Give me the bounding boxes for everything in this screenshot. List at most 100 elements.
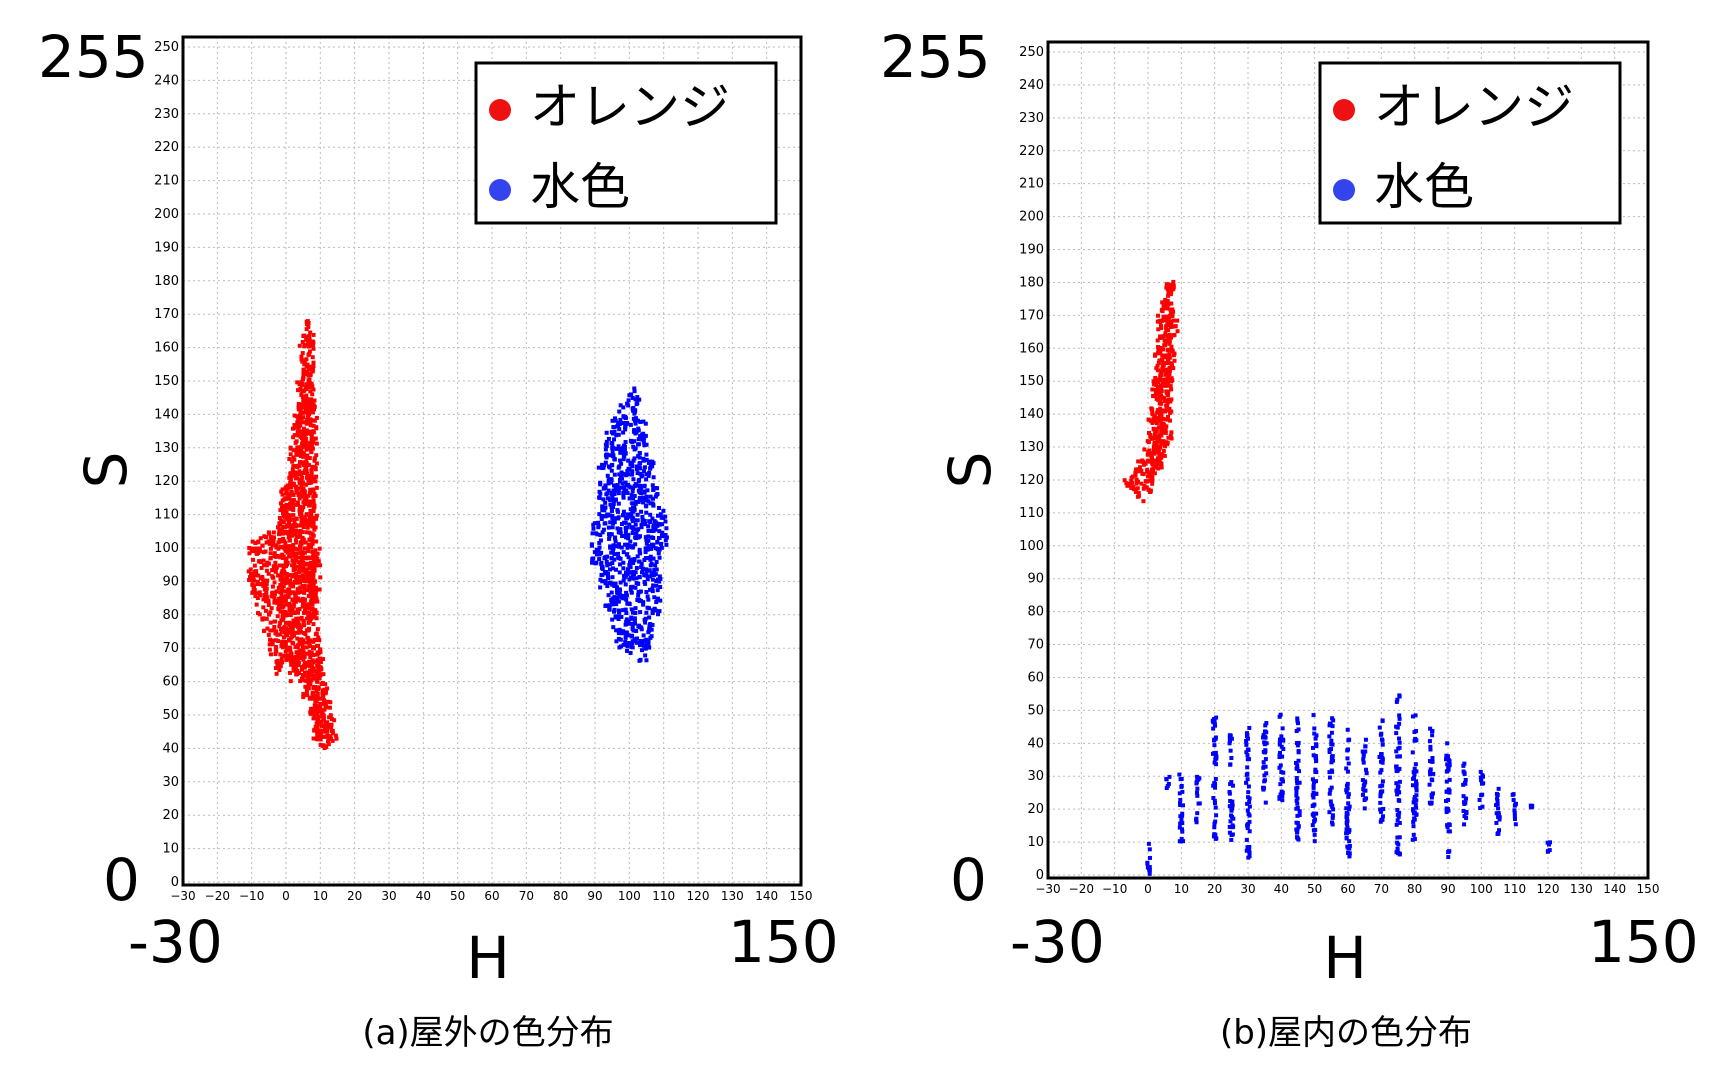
point-orange xyxy=(251,573,256,578)
point-orange xyxy=(310,369,315,374)
point-cyan xyxy=(604,513,609,518)
point-orange xyxy=(308,655,313,660)
point-orange xyxy=(310,401,315,406)
point-orange xyxy=(325,727,330,732)
point-cyan xyxy=(632,456,637,461)
point-orange xyxy=(294,564,299,569)
point-cyan xyxy=(1212,737,1217,742)
point-cyan xyxy=(611,625,616,630)
point-orange xyxy=(308,673,313,678)
point-cyan xyxy=(610,602,615,607)
point-orange xyxy=(303,651,308,656)
point-orange xyxy=(301,431,306,436)
point-orange xyxy=(305,475,310,480)
point-orange xyxy=(1163,331,1168,336)
point-cyan xyxy=(1462,800,1467,805)
point-orange xyxy=(1169,436,1174,441)
point-cyan xyxy=(620,481,625,486)
point-orange xyxy=(268,638,273,643)
point-orange xyxy=(1154,429,1159,434)
point-cyan xyxy=(631,576,636,581)
point-orange xyxy=(302,489,307,494)
point-orange xyxy=(284,602,289,607)
point-cyan xyxy=(600,508,605,513)
point-cyan xyxy=(1245,808,1250,813)
point-cyan xyxy=(606,576,611,581)
point-cyan xyxy=(1261,732,1266,737)
point-cyan xyxy=(639,627,644,632)
point-cyan xyxy=(612,430,617,435)
point-cyan xyxy=(630,584,635,589)
y-tick-label: 230 xyxy=(1019,111,1044,126)
point-orange xyxy=(321,672,326,677)
point-orange xyxy=(325,686,330,691)
point-orange xyxy=(273,666,278,671)
point-orange xyxy=(1160,358,1165,363)
point-orange xyxy=(264,568,269,573)
point-orange xyxy=(1156,345,1161,350)
point-cyan xyxy=(626,466,631,471)
point-orange xyxy=(275,601,280,606)
point-orange xyxy=(309,545,314,550)
point-orange xyxy=(305,383,310,388)
point-cyan xyxy=(1230,802,1235,807)
point-cyan xyxy=(643,433,648,438)
point-cyan xyxy=(1294,776,1299,781)
point-orange xyxy=(1163,430,1168,435)
point-cyan xyxy=(1397,790,1402,795)
point-orange xyxy=(1159,464,1164,469)
point-cyan xyxy=(1329,785,1334,790)
point-orange xyxy=(287,518,292,523)
point-orange xyxy=(1169,289,1174,294)
point-orange xyxy=(311,332,316,337)
point-cyan xyxy=(626,633,631,638)
point-cyan xyxy=(616,544,621,549)
point-cyan xyxy=(649,627,654,632)
y-max-label: 255 xyxy=(38,23,149,91)
point-orange xyxy=(311,716,316,721)
point-orange xyxy=(314,557,319,562)
point-cyan xyxy=(603,453,608,458)
point-cyan xyxy=(658,512,663,517)
point-cyan xyxy=(639,491,644,496)
point-cyan xyxy=(1247,819,1252,824)
x-tick-label: 50 xyxy=(450,889,465,903)
y-max-label: 255 xyxy=(880,23,991,91)
point-orange xyxy=(293,598,298,603)
point-cyan xyxy=(618,403,623,408)
point-orange xyxy=(1159,455,1164,460)
point-cyan xyxy=(1278,792,1283,797)
y-tick-label: 30 xyxy=(1027,769,1044,784)
point-cyan xyxy=(1230,823,1235,828)
point-orange xyxy=(307,661,312,666)
point-cyan xyxy=(1195,774,1200,779)
point-cyan xyxy=(1330,769,1335,774)
point-orange xyxy=(277,516,282,521)
point-cyan xyxy=(1229,813,1234,818)
point-orange xyxy=(1139,481,1144,486)
point-orange xyxy=(271,535,276,540)
point-orange xyxy=(292,470,297,475)
point-cyan xyxy=(1245,777,1250,782)
point-orange xyxy=(297,579,302,584)
point-orange xyxy=(280,617,285,622)
point-cyan xyxy=(624,422,629,427)
point-orange xyxy=(300,578,305,583)
point-orange xyxy=(264,599,269,604)
point-cyan xyxy=(623,596,628,601)
x-tick-label: 130 xyxy=(721,889,744,903)
point-cyan xyxy=(1213,776,1218,781)
point-orange xyxy=(276,525,281,530)
point-cyan xyxy=(617,562,622,567)
point-cyan xyxy=(1167,774,1172,779)
point-orange xyxy=(290,583,295,588)
x-tick-label: 70 xyxy=(1374,882,1389,896)
point-orange xyxy=(303,640,308,645)
point-orange xyxy=(293,522,298,527)
point-cyan xyxy=(618,417,623,422)
point-orange xyxy=(1166,360,1171,365)
point-cyan xyxy=(625,512,630,517)
x-tick-label: 120 xyxy=(687,889,710,903)
point-cyan xyxy=(1346,830,1351,835)
point-cyan xyxy=(616,501,621,506)
